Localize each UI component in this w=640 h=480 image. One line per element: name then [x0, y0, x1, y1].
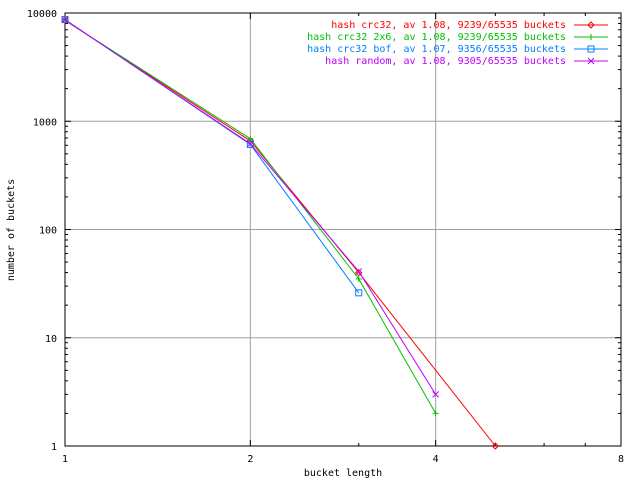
- plus-marker: [355, 275, 362, 282]
- diamond-marker: [355, 268, 363, 277]
- cross-marker: [246, 140, 254, 148]
- plus-marker: [247, 135, 254, 142]
- y-tick-label: 100: [39, 226, 57, 237]
- x-tick-label: 4: [433, 454, 439, 465]
- grid: [65, 13, 621, 446]
- series-4: [61, 16, 440, 398]
- y-axis-label: number of buckets: [6, 179, 17, 281]
- axis-ticks: 1 2 4 8 1 10 100 1000 10000: [27, 9, 624, 465]
- series-line: [64, 19, 360, 294]
- y-tick-label: 1: [51, 442, 57, 453]
- series-1: [61, 16, 500, 450]
- legend-entry: hash crc32 2x6, av 1.08, 9239/65535 buck…: [307, 32, 608, 43]
- series-line: [64, 19, 437, 414]
- legend: hash crc32, av 1.08, 9239/65535 bucketsh…: [307, 20, 608, 67]
- cross-marker: [587, 57, 595, 65]
- x-tick-label: 2: [247, 454, 253, 465]
- legend-label: hash crc32, av 1.08, 9239/65535 buckets: [331, 20, 566, 31]
- diamond-marker: [587, 21, 595, 29]
- series-3: [61, 16, 363, 297]
- diamond-marker: [491, 442, 500, 450]
- series-lines: [61, 16, 500, 450]
- series-line: [64, 19, 437, 395]
- legend-label: hash random, av 1.08, 9305/65535 buckets: [325, 56, 566, 67]
- series-line: [64, 19, 496, 447]
- y-tick-label: 1000: [33, 117, 57, 128]
- y-tick-label: 10: [45, 334, 57, 345]
- legend-label: hash crc32 bof, av 1.07, 9356/65535 buck…: [307, 44, 566, 55]
- y-tick-label: 10000: [27, 9, 57, 20]
- x-tick-label: 1: [62, 454, 68, 465]
- x-axis-label: bucket length: [304, 468, 382, 479]
- plus-marker: [432, 410, 439, 417]
- square-marker: [246, 140, 254, 148]
- legend-entry: hash crc32, av 1.08, 9239/65535 buckets: [331, 20, 608, 31]
- cross-marker: [61, 16, 69, 24]
- legend-entry: hash random, av 1.08, 9305/65535 buckets: [325, 56, 608, 67]
- square-marker: [61, 16, 69, 24]
- x-tick-label: 8: [618, 454, 624, 465]
- legend-label: hash crc32 2x6, av 1.08, 9239/65535 buck…: [307, 32, 566, 43]
- cross-marker: [432, 390, 440, 398]
- legend-entry: hash crc32 bof, av 1.07, 9356/65535 buck…: [307, 44, 608, 55]
- plus-marker: [588, 34, 594, 40]
- square-marker: [587, 45, 595, 53]
- cross-marker: [355, 268, 363, 275]
- diamond-marker: [61, 16, 69, 25]
- square-marker: [355, 289, 363, 297]
